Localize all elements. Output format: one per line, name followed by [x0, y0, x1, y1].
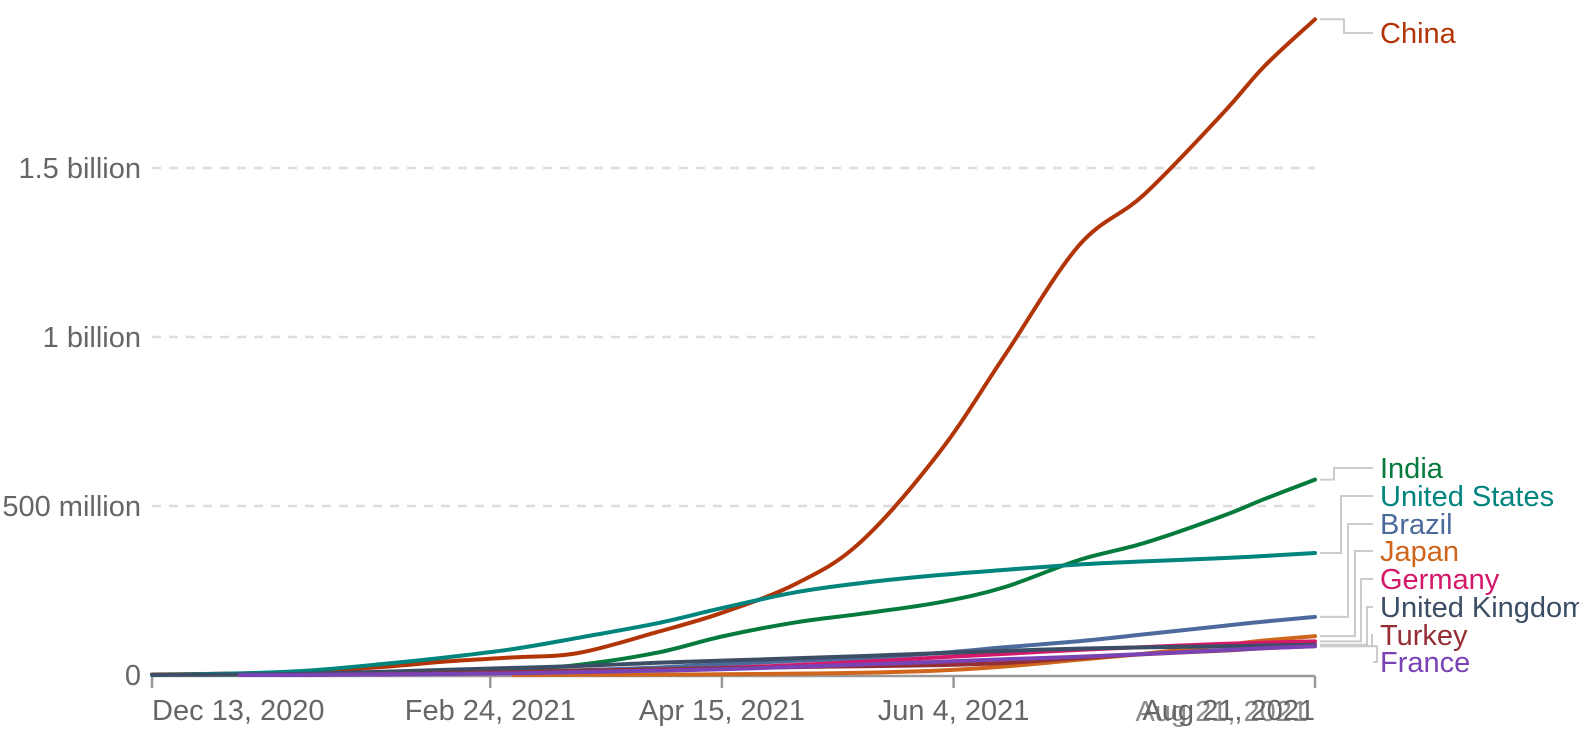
x-axis-label-apr-15-2021: Apr 15, 2021	[639, 695, 805, 727]
x-axis-label-feb-24-2021: Feb 24, 2021	[405, 695, 576, 727]
series-label-france[interactable]: France	[1380, 647, 1470, 679]
series-label-india[interactable]: India	[1380, 453, 1444, 485]
y-axis-label-500-million: 500 million	[2, 491, 141, 523]
series-label-turkey[interactable]: Turkey	[1380, 620, 1468, 652]
series-label-japan[interactable]: Japan	[1380, 536, 1459, 568]
label-connector-germany	[1320, 578, 1373, 643]
x-axis-label-dec-13-2020: Dec 13, 2020	[152, 695, 325, 727]
y-axis-label-1-5-billion: 1.5 billion	[18, 153, 141, 185]
x-axis-label-ghost: Aug 21, 2021	[1135, 696, 1308, 728]
label-connector-brazil	[1320, 523, 1373, 618]
series-label-germany[interactable]: Germany	[1380, 564, 1500, 596]
label-connector-china	[1320, 18, 1373, 34]
label-connector-india	[1320, 467, 1373, 481]
label-connector-japan	[1320, 550, 1373, 638]
series-label-china[interactable]: China	[1380, 18, 1457, 50]
series-line-united-states	[150, 551, 1317, 677]
label-connector-united-states	[1320, 495, 1373, 554]
series-label-brazil[interactable]: Brazil	[1380, 509, 1453, 541]
series-label-united-states[interactable]: United States	[1380, 481, 1554, 513]
series-line-france	[238, 644, 1317, 677]
y-axis-label-0: 0	[125, 660, 141, 692]
series-line-china	[150, 17, 1317, 677]
x-axis-label-jun-4-2021: Jun 4, 2021	[878, 695, 1030, 727]
series-line-united-kingdom	[150, 642, 1317, 677]
y-axis-label-1-billion: 1 billion	[43, 322, 141, 354]
x-axis-label-aug-21-2021: Aug 21, 2021	[1142, 695, 1315, 727]
series-label-united-kingdom[interactable]: United Kingdom	[1380, 592, 1579, 624]
label-connector-france	[1320, 645, 1378, 663]
label-connector-united-kingdom	[1320, 606, 1373, 646]
